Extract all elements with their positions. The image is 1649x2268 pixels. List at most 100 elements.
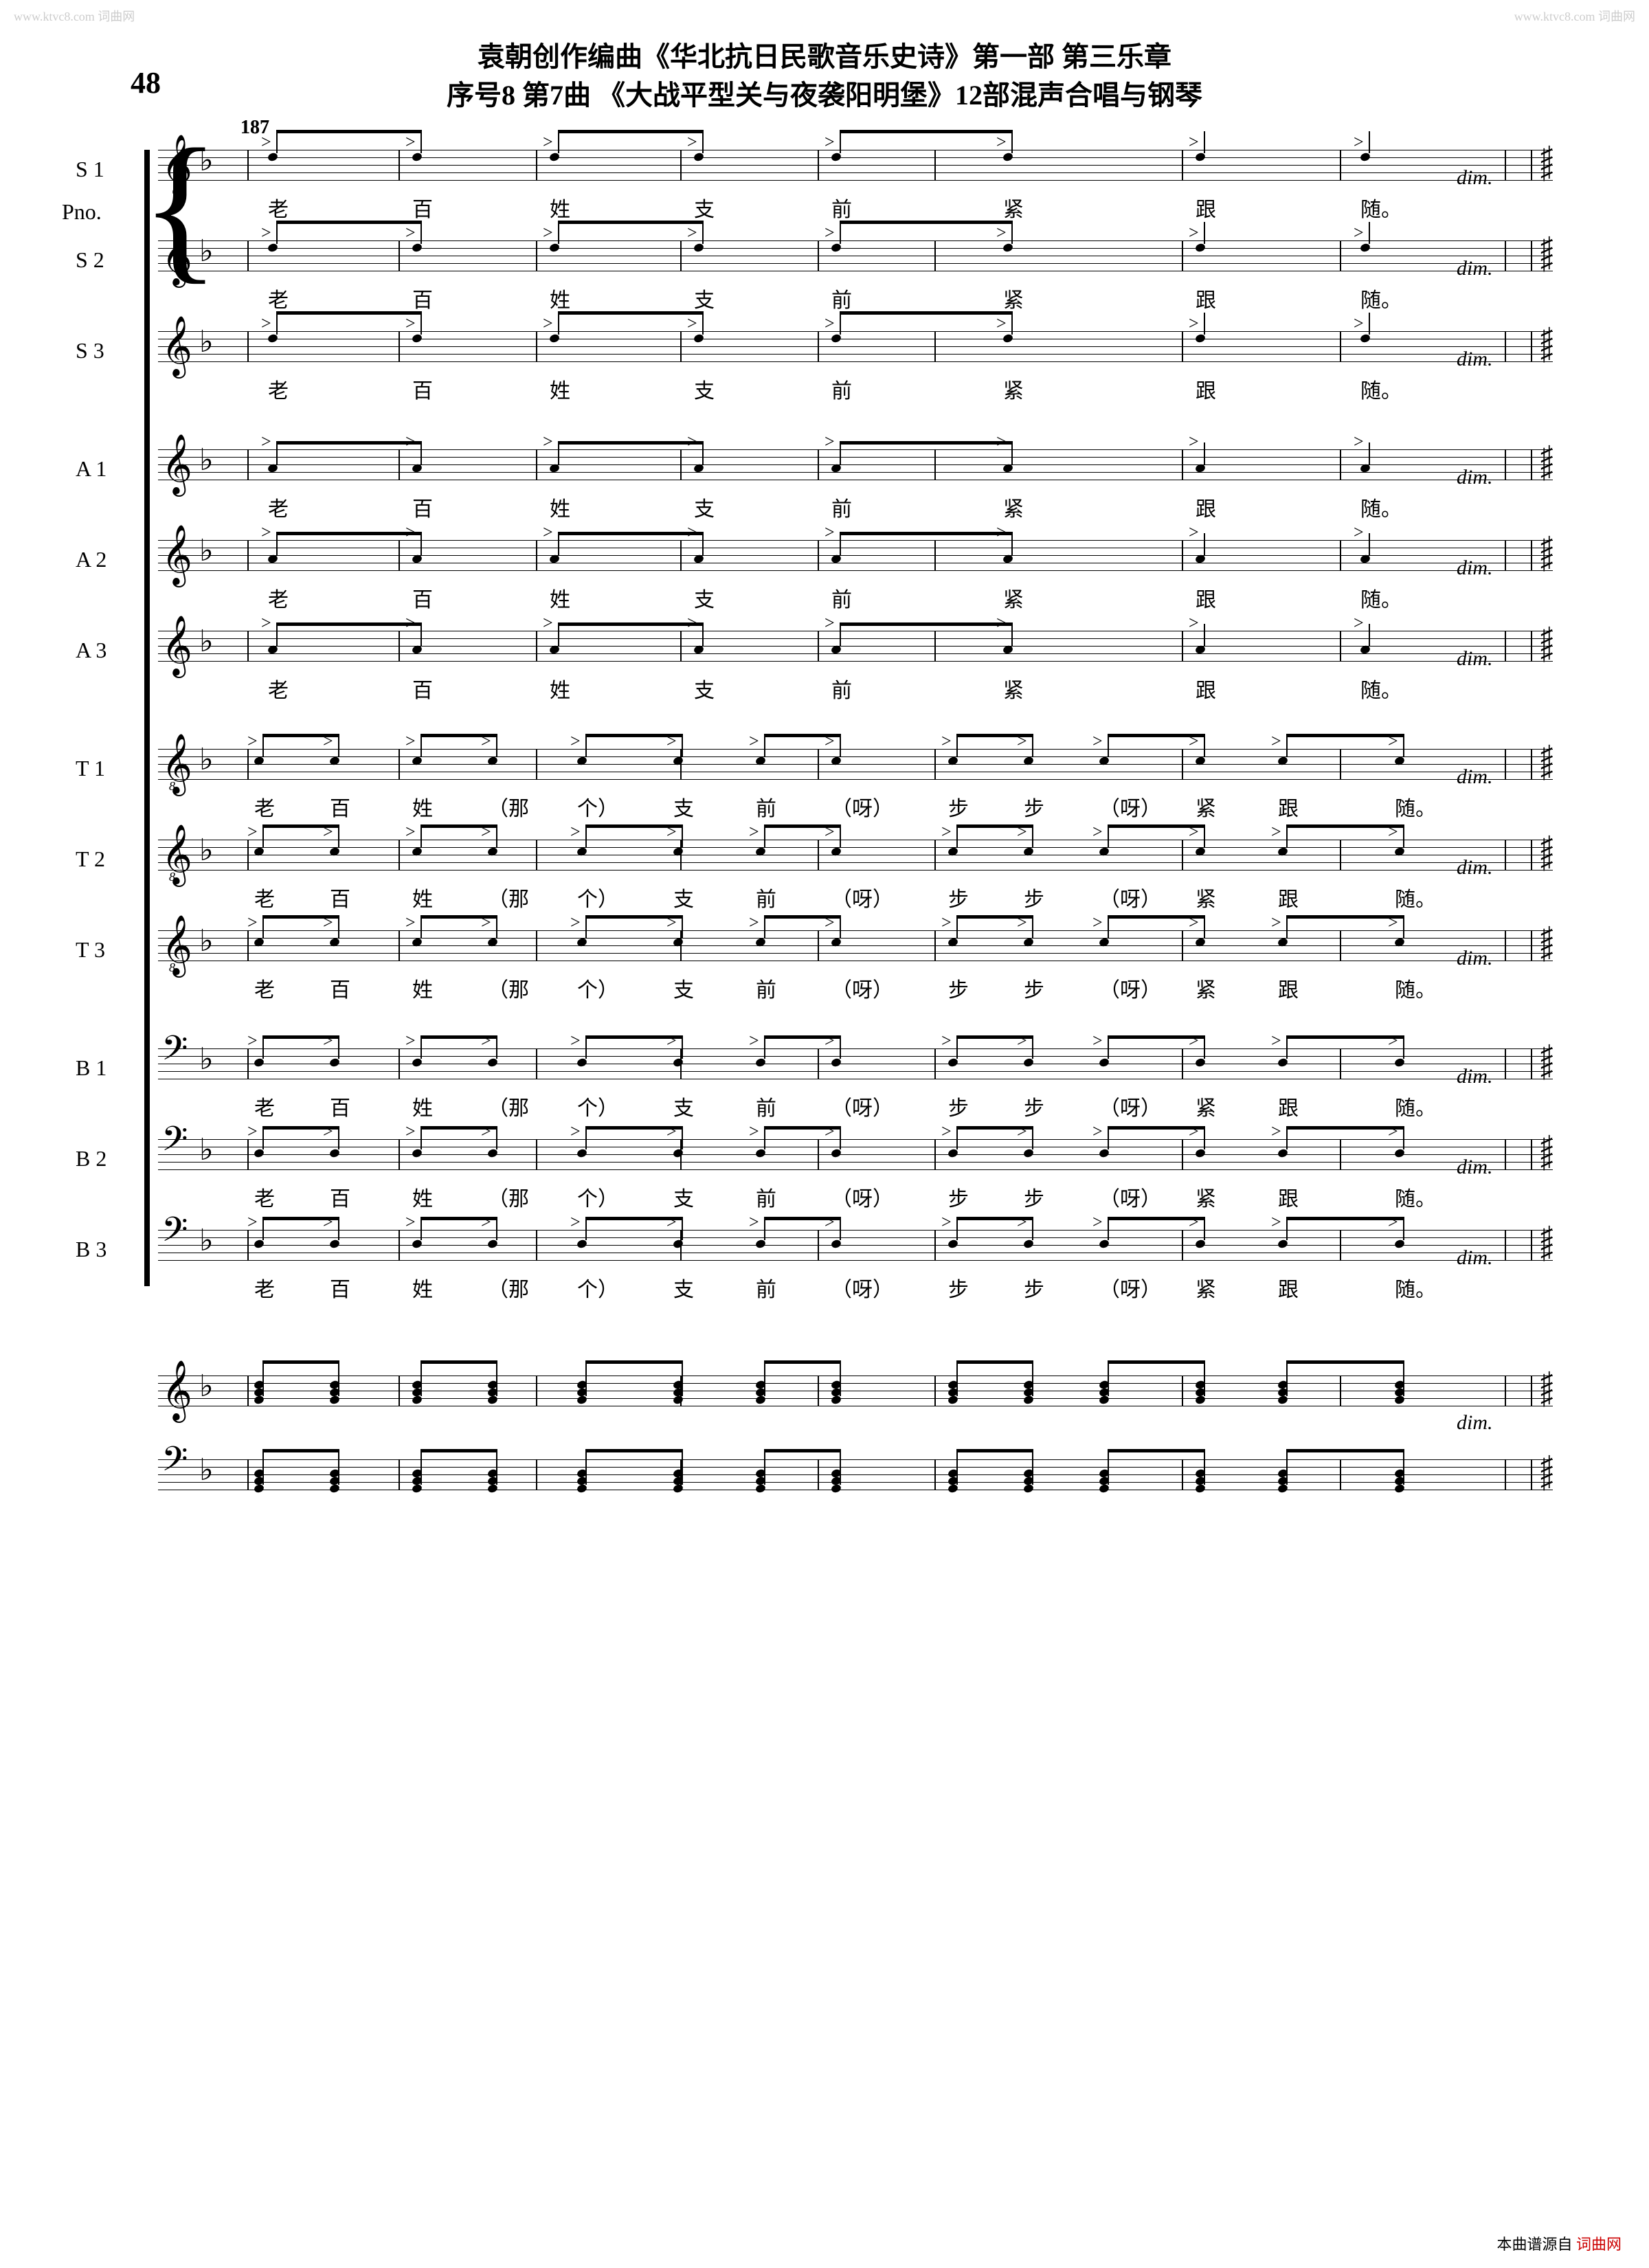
beam [558, 221, 704, 224]
barline [818, 840, 819, 870]
treble-clef: 𝄞 [161, 529, 192, 581]
beam [420, 1360, 497, 1364]
barline [536, 930, 537, 961]
accent-mark: > [1354, 132, 1364, 153]
accent-mark: > [543, 431, 553, 452]
barline [818, 1139, 819, 1169]
accent-mark: > [1354, 522, 1364, 543]
barline [1340, 540, 1341, 570]
dim-marking: dim. [1457, 1411, 1493, 1435]
lyric-syllable: 百 [330, 791, 350, 822]
staff-b2: 𝄢♭♯♯>>>>>>>>>>>>>>dim. [124, 1127, 1553, 1182]
barline [1340, 840, 1341, 870]
lyric-syllable: 百 [412, 583, 433, 613]
beam [956, 915, 1033, 919]
staff-line [158, 779, 1553, 780]
lyric-syllable: （呀） [831, 973, 893, 1003]
barline [934, 631, 936, 661]
staff-line [158, 870, 1553, 871]
lyric-syllable: 姓 [550, 374, 570, 404]
key-change: ♯♯ [1540, 629, 1553, 659]
lyric-syllable: 老 [254, 973, 275, 1003]
lyric-syllable: 前 [831, 192, 852, 223]
beam [840, 532, 1013, 535]
accent-mark: > [824, 522, 835, 543]
staff-line [158, 346, 1553, 347]
lyric-syllable: 个） [577, 791, 618, 822]
accent-mark: > [666, 1031, 677, 1051]
section-gap [124, 409, 1553, 437]
piano-staff-treble: 𝄞♭♯♯dim. [124, 1363, 1553, 1418]
staff-line [158, 945, 1553, 946]
section-gap [124, 709, 1553, 737]
accent-mark: > [749, 912, 759, 933]
accent-mark: > [323, 1212, 333, 1233]
lyric-syllable: 姓 [412, 1182, 433, 1212]
barline [1182, 749, 1183, 779]
barline [536, 1048, 537, 1079]
barline [1340, 749, 1341, 779]
beam [420, 1449, 497, 1452]
staff-line [158, 1482, 1553, 1483]
lyric-syllable: 老 [254, 882, 275, 912]
beam [956, 824, 1033, 828]
accent-mark: > [1388, 1031, 1398, 1051]
dim-marking: dim. [1457, 257, 1493, 280]
staff-row-s2: S 2𝄞♭♯♯>>>>>>>>dim.老百姓支前紧跟随。 [124, 228, 1553, 311]
accent-mark: > [996, 223, 1007, 243]
lyric-syllable: 支 [694, 673, 715, 704]
lyric-syllable: 随。 [1395, 791, 1436, 822]
accent-mark: > [1271, 1212, 1281, 1233]
beam [262, 824, 339, 828]
barline [1182, 240, 1183, 271]
staff-row-s3: S 3𝄞♭♯♯>>>>>>>>dim.老百姓支前紧跟随。 [124, 319, 1553, 401]
key-change: ♯♯ [1540, 330, 1553, 359]
lyric-syllable: 前 [756, 1091, 776, 1121]
barline [818, 1048, 819, 1079]
staff-line [158, 1383, 1553, 1384]
accent-mark: > [824, 313, 835, 334]
accent-mark: > [570, 1212, 581, 1233]
dim-marking: dim. [1457, 647, 1493, 671]
accent-mark: > [570, 1031, 581, 1051]
staff-line [158, 540, 1553, 541]
key-signature: ♭ [199, 1226, 214, 1256]
beam [585, 915, 683, 919]
lyric-syllable: 跟 [1278, 791, 1299, 822]
lyric-syllable: 紧 [1003, 583, 1024, 613]
beam [558, 622, 704, 626]
lyric-syllable: 随。 [1395, 1272, 1436, 1303]
accent-mark: > [941, 1212, 952, 1233]
barline [247, 1230, 249, 1260]
accent-mark: > [247, 1212, 258, 1233]
key-signature: ♭ [199, 445, 214, 475]
accent-mark: > [543, 522, 553, 543]
barline [934, 749, 936, 779]
lyric-syllable: 支 [694, 192, 715, 223]
staff-line [158, 1071, 1553, 1072]
lyric-syllable: 姓 [412, 882, 433, 912]
dim-marking: dim. [1457, 947, 1493, 970]
lyric-syllable: （呀） [1099, 882, 1161, 912]
lyrics-a3: 老百姓支前紧跟随。 [124, 673, 1553, 701]
accent-mark: > [1189, 431, 1199, 452]
key-signature: ♭ [199, 536, 214, 566]
lyric-syllable: 紧 [1196, 973, 1216, 1003]
staff-line [158, 749, 1553, 750]
staff-line [158, 464, 1553, 465]
lyric-syllable: 跟 [1196, 192, 1216, 223]
lyric-syllable: 随。 [1360, 192, 1402, 223]
barline [247, 840, 249, 870]
lyric-syllable: 紧 [1196, 1091, 1216, 1121]
barline [1340, 331, 1341, 361]
accent-mark: > [247, 912, 258, 933]
lyric-syllable: 支 [673, 1182, 694, 1212]
lyric-syllable: 紧 [1196, 791, 1216, 822]
dim-marking: dim. [1457, 856, 1493, 879]
lyric-syllable: 紧 [1003, 192, 1024, 223]
end-barline [1531, 1459, 1532, 1490]
lyric-syllable: 老 [254, 1272, 275, 1303]
barline [399, 331, 400, 361]
lyric-syllable: 姓 [412, 791, 433, 822]
barline [1505, 930, 1506, 961]
